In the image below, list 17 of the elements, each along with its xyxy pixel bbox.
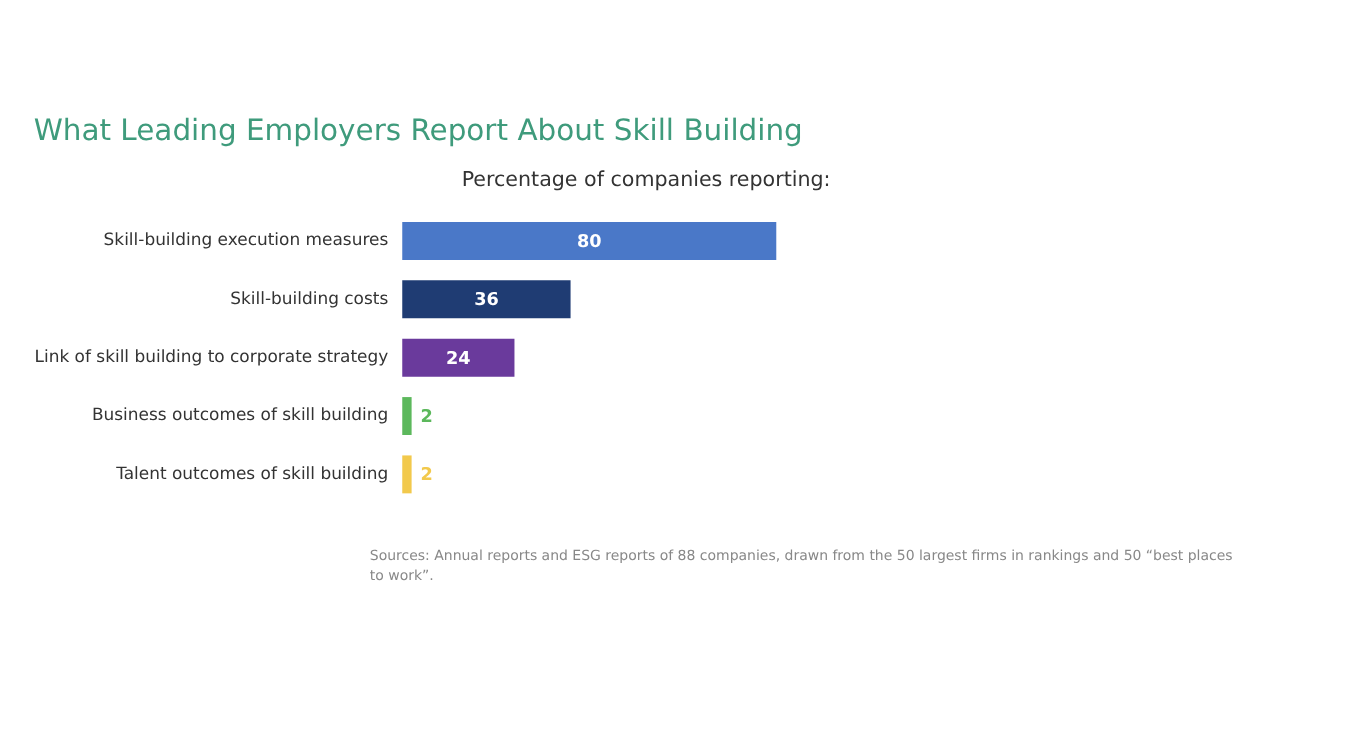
bar xyxy=(402,338,515,377)
bar xyxy=(402,280,571,319)
data-label: 2 xyxy=(420,466,433,487)
chart-title: What Leading Employers Report About Skill Building xyxy=(33,113,803,148)
bar xyxy=(402,222,777,260)
bar xyxy=(402,397,412,435)
x-axis-title: Percentage of companies reporting: xyxy=(461,168,831,193)
data-label: 24 xyxy=(446,349,471,370)
y-tick-label: Talent outcomes of skill building xyxy=(114,462,389,483)
y-tick-label: Business outcomes of skill building xyxy=(91,404,389,425)
y-tick-label: Link of skill building to corporate strategy xyxy=(34,346,389,367)
data-label: 36 xyxy=(474,291,499,312)
y-tick-label: Skill-building execution measures xyxy=(103,229,389,250)
data-label: 80 xyxy=(576,232,602,253)
bar xyxy=(402,455,412,494)
y-tick-label: Skill-building costs xyxy=(230,287,389,308)
data-label: 2 xyxy=(420,407,433,428)
